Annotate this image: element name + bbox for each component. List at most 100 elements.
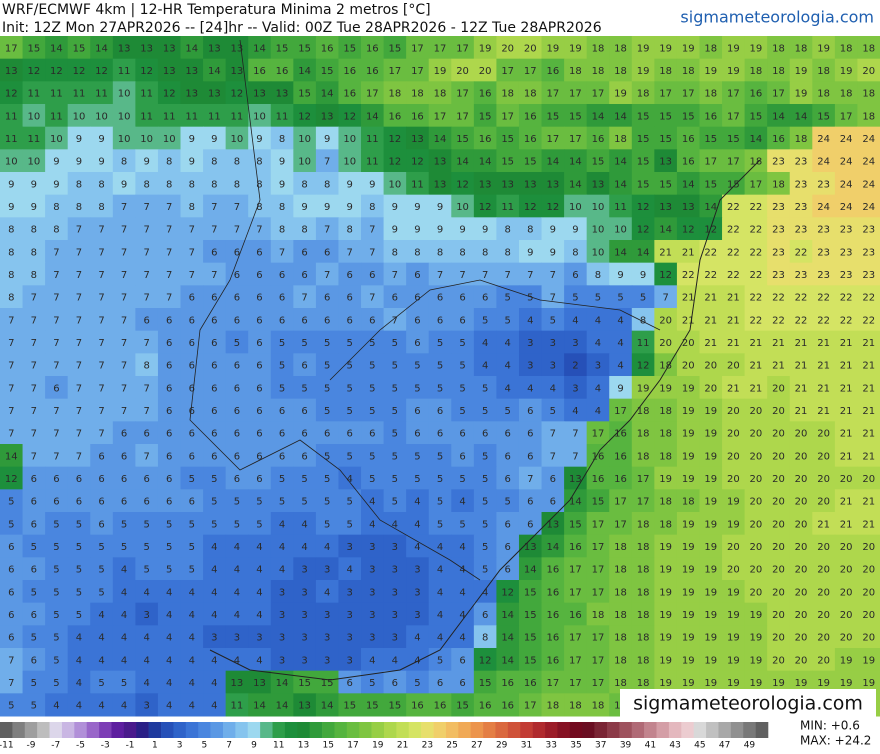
temp-label: 9 (98, 134, 104, 145)
temp-label: 16 (682, 157, 695, 168)
title: WRF/ECMWF 4km | 12-HR Temperatura Minima… (2, 2, 431, 18)
temp-label: 6 (527, 406, 533, 417)
temp-cell (67, 421, 91, 445)
temp-cell (112, 489, 136, 513)
temp-cell (586, 217, 610, 241)
temp-label: 7 (31, 383, 37, 394)
temp-cell (609, 36, 633, 60)
colorbar-swatch (49, 722, 63, 738)
temp-label: 16 (546, 565, 559, 576)
temp-cell (338, 262, 362, 286)
temp-cell (564, 489, 588, 513)
temp-cell (315, 353, 339, 377)
temp-label: 18 (817, 66, 830, 77)
temp-label: 3 (369, 542, 375, 553)
temp-cell (203, 580, 227, 604)
temp-label: 3 (550, 361, 556, 372)
temp-cell (248, 421, 272, 445)
temp-cell (270, 285, 294, 309)
temp-label: 13 (682, 202, 695, 213)
temp-label: 4 (189, 678, 195, 689)
temp-label: 20 (795, 497, 808, 508)
temp-label: 14 (434, 134, 447, 145)
temp-cell (338, 534, 362, 558)
temp-label: 14 (321, 89, 334, 100)
temp-cell (722, 602, 746, 626)
temp-label: 5 (189, 519, 195, 530)
temp-label: 15 (343, 701, 356, 712)
temp-label: 5 (437, 497, 443, 508)
temp-label: 19 (704, 429, 717, 440)
temp-label: 6 (31, 497, 37, 508)
temp-cell (361, 149, 385, 173)
temp-label: 4 (505, 338, 511, 349)
temp-cell (203, 376, 227, 400)
temp-cell (789, 240, 813, 264)
temp-label: 7 (8, 383, 14, 394)
temp-label: 5 (53, 633, 59, 644)
temp-cell (699, 580, 723, 604)
temp-cell (225, 580, 249, 604)
temp-label: 22 (817, 315, 830, 326)
temp-label: 3 (369, 565, 375, 576)
temp-cell (180, 398, 204, 422)
temp-cell (248, 262, 272, 286)
temp-cell (22, 58, 46, 82)
temp-cell (586, 126, 610, 150)
temp-cell (406, 285, 430, 309)
site-link: sigmameteorologia.com (680, 8, 874, 27)
temp-cell (135, 81, 159, 105)
temp-label: 3 (347, 542, 353, 553)
temp-cell (767, 330, 791, 354)
temp-cell (812, 534, 836, 558)
temp-label: 7 (143, 270, 149, 281)
temp-label: 19 (479, 43, 492, 54)
temp-cell (361, 172, 385, 196)
temp-label: 23 (795, 179, 808, 190)
temp-label: 21 (704, 338, 717, 349)
temp-label: 5 (347, 519, 353, 530)
temp-cell (744, 217, 768, 241)
temp-cell (451, 580, 475, 604)
temp-label: 15 (682, 111, 695, 122)
temp-label: 4 (211, 542, 217, 553)
temp-label: 7 (8, 655, 14, 666)
temp-cell (406, 36, 430, 60)
temp-label: 6 (31, 610, 37, 621)
temp-label: 7 (459, 270, 465, 281)
temp-cell (45, 81, 69, 105)
temp-label: 12 (231, 89, 244, 100)
temp-cell (0, 262, 24, 286)
temp-label: 4 (121, 610, 127, 621)
temp-cell (112, 104, 136, 128)
temp-label: 17 (569, 678, 582, 689)
temp-label: 6 (527, 519, 533, 530)
temp-label: 8 (392, 247, 398, 258)
temp-cell (586, 557, 610, 581)
temp-label: 9 (98, 157, 104, 168)
temp-cell (315, 602, 339, 626)
temp-label: 10 (163, 134, 176, 145)
colorbar-swatch (706, 722, 719, 738)
temp-cell (654, 172, 678, 196)
temp-label: 12 (637, 202, 650, 213)
temp-cell (586, 534, 610, 558)
temp-cell (383, 194, 407, 218)
temp-cell (564, 353, 588, 377)
temp-cell (270, 625, 294, 649)
temp-label: 17 (592, 678, 605, 689)
temp-cell (609, 580, 633, 604)
temp-label: 16 (343, 89, 356, 100)
temp-cell (248, 489, 272, 513)
temp-label: 9 (121, 179, 127, 190)
colorbar-swatch (644, 722, 657, 738)
temp-cell (812, 353, 836, 377)
temp-label: 7 (143, 202, 149, 213)
temp-cell (248, 217, 272, 241)
temp-label: 7 (76, 451, 82, 462)
temp-cell (293, 512, 317, 536)
temp-cell (473, 512, 497, 536)
temp-cell (180, 126, 204, 150)
colorbar-swatch (483, 722, 496, 738)
temp-cell (857, 81, 880, 105)
